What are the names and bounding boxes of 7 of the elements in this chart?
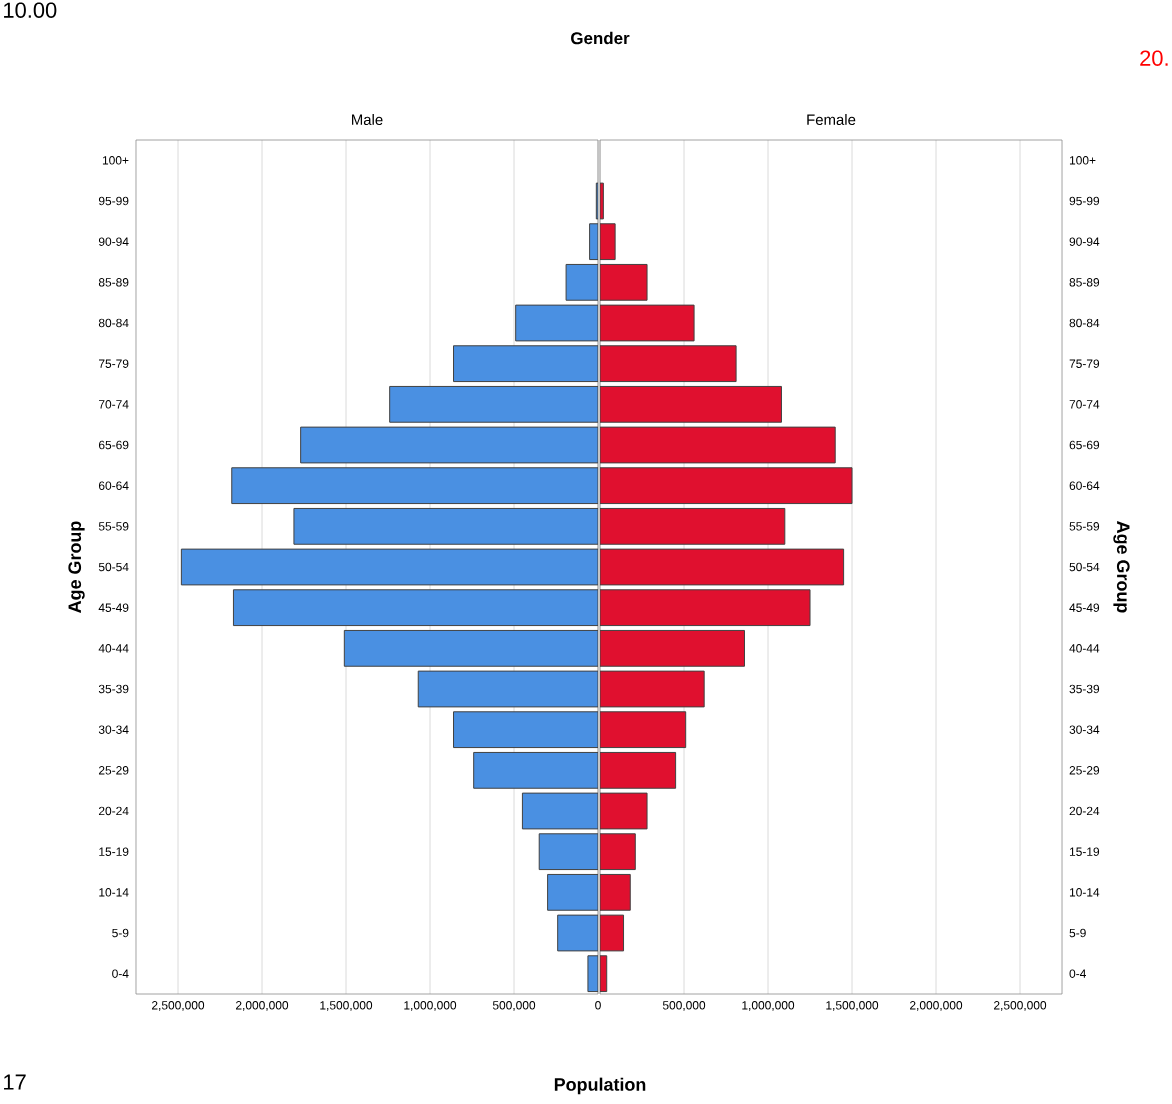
y-axis-title: Age Group <box>1113 521 1130 613</box>
text: 20. <box>1140 50 1168 66</box>
text: 17 <box>4 1074 26 1090</box>
chart-title: Gender <box>571 31 630 45</box>
x-axis-title: Population <box>554 1077 646 1095</box>
y-axis-title: Age Group <box>68 521 85 613</box>
text: 10.00 <box>4 2 57 18</box>
